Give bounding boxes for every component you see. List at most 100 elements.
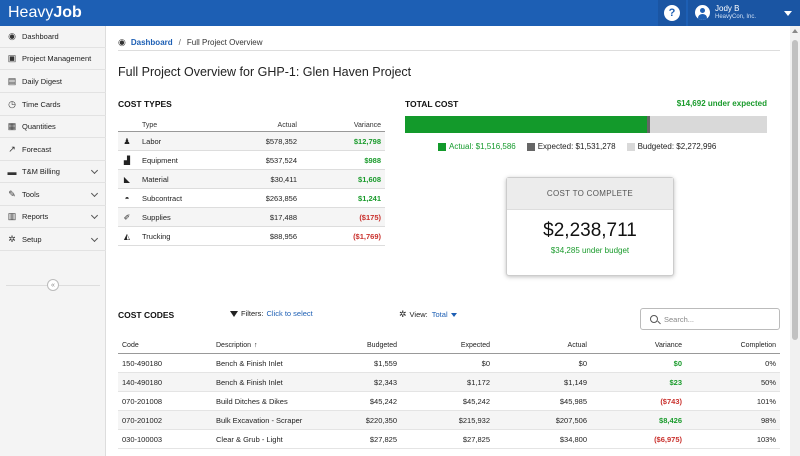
- scroll-up-arrow-icon[interactable]: [792, 29, 798, 33]
- sidebar-item-forecast[interactable]: ↗ Forecast: [0, 139, 106, 161]
- cost-type-variance: ($175): [359, 212, 381, 222]
- header-actual[interactable]: Actual: [567, 342, 587, 349]
- trucking-icon: ◭: [123, 231, 131, 241]
- table-row[interactable]: 070-201002 Bulk Excavation - Scraper $220,…: [118, 411, 780, 430]
- filters-select-link[interactable]: Click to select: [266, 309, 313, 318]
- sidebar-item-reports[interactable]: ▥ Reports: [0, 206, 106, 228]
- table-row[interactable]: 030-100003 Clear & Grub - Light $27,825 $27…: [118, 430, 780, 449]
- cost-type-row: ✐ Supplies $17,488 ($175): [118, 208, 385, 227]
- total-cost-bar: [405, 116, 767, 133]
- user-company: HeavyCon, Inc.: [715, 14, 757, 20]
- cost-code-budgeted: $220,350: [365, 415, 397, 425]
- table-row[interactable]: 150-490180 Bench & Finish Inlet $1,559 $0 $0…: [118, 354, 780, 373]
- legend-actual-label: Actual: $1,516,586: [449, 142, 516, 151]
- cost-code-budgeted: $45,242: [369, 396, 397, 406]
- avatar: [695, 5, 710, 20]
- sidebar-item-daily-digest[interactable]: ▤ Daily Digest: [0, 71, 106, 93]
- header-code[interactable]: Code: [122, 342, 139, 349]
- material-icon: ◣: [123, 174, 131, 184]
- cost-code: 030-100003: [122, 434, 163, 444]
- cost-type-variance: $1,608: [358, 174, 381, 184]
- cost-type-name: Subcontract: [142, 193, 183, 203]
- project-management-icon: ▣: [7, 53, 17, 63]
- cost-code-completion: 0%: [765, 358, 776, 368]
- cost-type-row: ▟ Equipment $537,524 $988: [118, 151, 385, 170]
- search-icon: [650, 315, 658, 323]
- cost-type-actual: $88,956: [269, 231, 297, 241]
- cost-code-actual: $34,800: [559, 434, 587, 444]
- header-variance[interactable]: Variance: [654, 342, 682, 349]
- cost-code-description: Bench & Finish Inlet: [216, 377, 283, 387]
- cost-code-variance: $23: [669, 377, 682, 387]
- sidebar-item-label: Dashboard: [22, 32, 59, 41]
- top-bar: HeavyJob ? Jody B HeavyCon, Inc.: [0, 0, 800, 26]
- breadcrumb-dashboard-link[interactable]: Dashboard: [130, 38, 173, 47]
- search-input[interactable]: Search...: [640, 308, 780, 330]
- header-description[interactable]: Description ↑: [216, 338, 258, 353]
- header-completion[interactable]: Completion: [740, 342, 776, 349]
- cost-type-name: Labor: [142, 136, 162, 146]
- cost-type-row: ◭ Trucking $88,956 ($1,769): [118, 227, 385, 246]
- wrench-icon: ✎: [8, 189, 16, 199]
- cost-code-expected: $0: [481, 358, 490, 368]
- cost-code-description: Bench & Finish Inlet: [216, 358, 283, 368]
- cost-code: 070-201002: [122, 415, 163, 425]
- expected-cost-marker: [647, 116, 650, 133]
- cost-code: 070-201008: [122, 396, 163, 406]
- supplies-icon: ✐: [123, 212, 131, 222]
- breadcrumb: ◉ Dashboard / Full Project Overview: [118, 37, 262, 48]
- table-row[interactable]: 140-490180 Bench & Finish Inlet $2,343 $1,1…: [118, 373, 780, 392]
- view-dropdown[interactable]: Total: [431, 310, 448, 319]
- cost-code-budgeted: $27,825: [369, 434, 397, 444]
- line-chart-icon: ↗: [8, 144, 16, 154]
- sidebar-item-label: T&M Billing: [22, 167, 60, 176]
- help-button[interactable]: ?: [658, 0, 686, 26]
- sidebar-item-label: Daily Digest: [22, 77, 63, 86]
- sidebar-item-setup[interactable]: ✲ Setup: [0, 229, 106, 251]
- daily-digest-icon: ▤: [7, 76, 17, 86]
- chevron-down-icon: [90, 234, 99, 243]
- dashboard-icon: ◉: [8, 31, 16, 41]
- heavyjob-logo[interactable]: HeavyJob: [8, 3, 82, 23]
- logo-text-light: Heavy: [8, 4, 54, 21]
- cost-type-actual: $263,856: [265, 193, 297, 203]
- cost-type-variance: ($1,769): [353, 231, 381, 241]
- legend-expected: Expected: $1,531,278: [526, 142, 616, 151]
- cost-code-variance: $8,426: [659, 415, 682, 425]
- header-variance: Variance: [353, 121, 381, 129]
- cost-code-budgeted: $1,559: [374, 358, 397, 368]
- table-row[interactable]: 070-201008 Build Ditches & Dikes $45,242 $4…: [118, 392, 780, 411]
- breadcrumb-current: Full Project Overview: [186, 38, 263, 47]
- header-type: Type: [142, 121, 158, 129]
- truck-icon: ▟: [123, 155, 131, 165]
- logo-text-bold: Job: [53, 4, 82, 21]
- header-expected[interactable]: Expected: [460, 342, 490, 349]
- cost-type-actual: $537,524: [265, 155, 297, 165]
- under-expected-text: $14,692 under expected: [676, 99, 767, 108]
- cost-to-complete-card: COST TO COMPLETE $2,238,711 $34,285 unde…: [506, 177, 674, 276]
- filters-label: Filters:: [241, 309, 264, 318]
- cost-types-header: Type Actual Variance: [118, 119, 385, 132]
- sidebar-item-quantities[interactable]: ▦ Quantities: [0, 116, 106, 138]
- breadcrumb-divider: [118, 50, 780, 51]
- sidebar-item-tools[interactable]: ✎ Tools: [0, 184, 106, 206]
- filters-control: Filters: Click to select: [230, 309, 313, 318]
- breadcrumb-separator: /: [178, 38, 181, 47]
- collapse-sidebar-button[interactable]: «: [47, 279, 59, 291]
- page-scrollbar[interactable]: [790, 26, 800, 456]
- cost-code-expected: $1,172: [467, 377, 490, 387]
- help-icon: ?: [664, 5, 680, 21]
- sidebar-item-t-m-billing[interactable]: ▬ T&M Billing: [0, 161, 106, 183]
- cost-type-actual: $17,488: [269, 212, 297, 222]
- user-menu-button[interactable]: Jody B HeavyCon, Inc.: [688, 0, 800, 26]
- sidebar-item-dashboard[interactable]: ◉ Dashboard: [0, 26, 106, 48]
- cost-type-row: ♟ Labor $578,352 $12,798: [118, 132, 385, 151]
- sidebar-item-project-management[interactable]: ▣ Project Management: [0, 48, 106, 70]
- sidebar-item-label: Setup: [22, 235, 42, 244]
- sort-ascending-icon: ↑: [254, 342, 258, 349]
- scroll-thumb[interactable]: [792, 40, 798, 340]
- page-title: Full Project Overview for GHP-1: Glen Ha…: [118, 65, 412, 79]
- chevron-down-icon: [90, 189, 99, 198]
- header-budgeted[interactable]: Budgeted: [367, 342, 397, 349]
- sidebar-item-time-cards[interactable]: ◷ Time Cards: [0, 94, 106, 116]
